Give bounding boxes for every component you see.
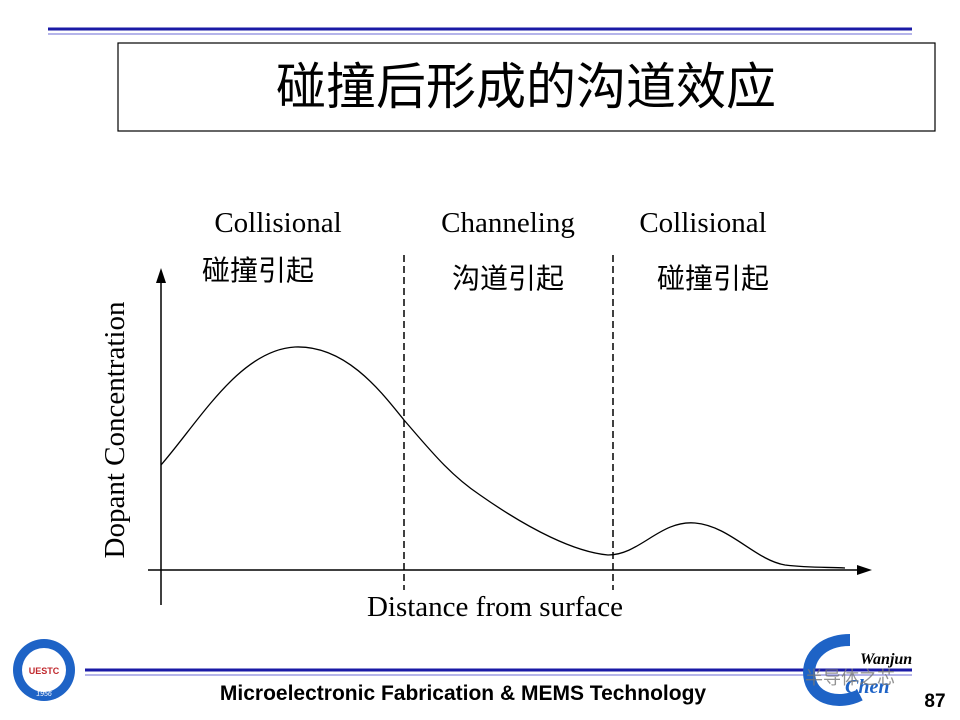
title-box bbox=[117, 42, 936, 132]
logo-line1: Wanjun bbox=[860, 651, 912, 668]
uestc-logo: UESTC 1956 bbox=[13, 639, 75, 701]
logo-inner bbox=[22, 648, 66, 692]
region-label-cn: 碰撞引起 bbox=[202, 255, 314, 287]
region-label: Collisional bbox=[214, 207, 341, 239]
x-axis-label: Distance from surface bbox=[367, 591, 623, 623]
logo-line2: Chen bbox=[845, 676, 889, 698]
logo-text: UESTC bbox=[29, 666, 60, 676]
concentration-curve bbox=[160, 346, 846, 569]
y-arrow bbox=[156, 268, 166, 283]
logo-year: 1956 bbox=[36, 691, 52, 698]
logo-swoosh bbox=[803, 634, 863, 706]
region-label-cn: 碰撞引起 bbox=[657, 263, 769, 295]
x-arrow bbox=[857, 565, 872, 575]
region-label: Collisional bbox=[639, 207, 766, 239]
page-number: 87 bbox=[924, 691, 945, 712]
y-axis-label: Dopant Concentration bbox=[99, 301, 131, 558]
region-label: Channeling bbox=[441, 207, 575, 239]
title: 碰撞后形成的沟道效应 bbox=[276, 59, 776, 115]
region-label-cn: 沟道引起 bbox=[452, 263, 564, 295]
chen-logo: Wanjun Chen bbox=[803, 634, 912, 706]
watermark: 半导体之芯 bbox=[805, 668, 895, 688]
footer-text: Microelectronic Fabrication & MEMS Techn… bbox=[220, 682, 706, 705]
